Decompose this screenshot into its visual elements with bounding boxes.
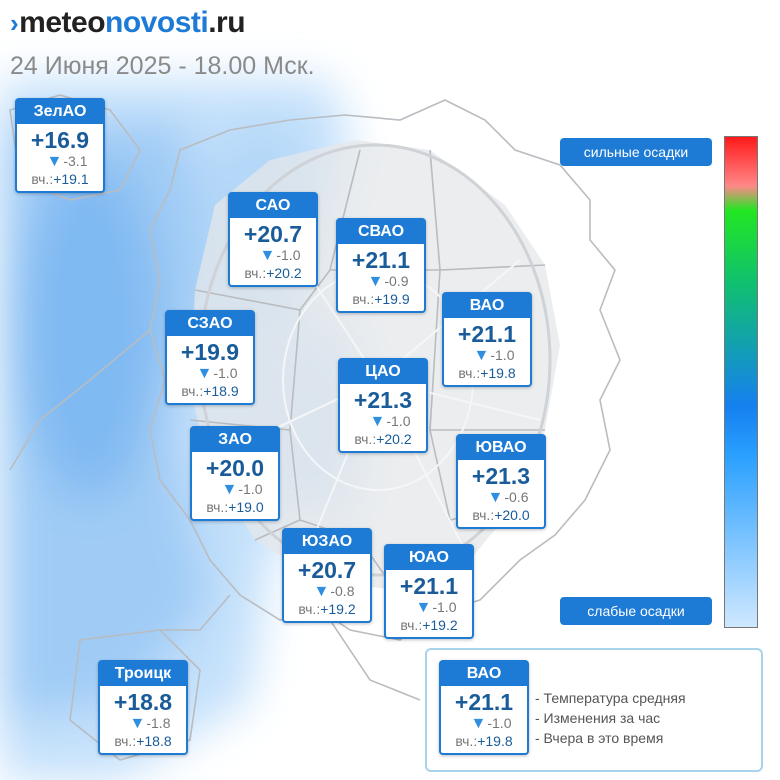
hourly-change: -1.0 xyxy=(432,599,457,615)
district-card-svao[interactable]: СВАО +21.1 ▼-0.9 вч.:+19.9 xyxy=(336,218,426,313)
district-card-yuzao[interactable]: ЮЗАО +20.7 ▼-0.8 вч.:+19.2 xyxy=(282,528,372,623)
district-name: ЗелАО xyxy=(17,100,103,124)
district-temperature: +20.0 xyxy=(205,455,265,481)
site-logo[interactable]: ›meteonovosti.ru xyxy=(10,6,246,40)
district-name: ЦАО xyxy=(340,360,426,384)
yesterday-label: вч.: xyxy=(206,499,229,515)
triangle-down-icon: ▼ xyxy=(415,599,432,616)
yesterday-temperature: +19.2 xyxy=(320,601,356,617)
district-card-zao[interactable]: ЗАО +20.0 ▼-1.0 вч.:+19.0 xyxy=(190,426,280,521)
yesterday-label: вч.: xyxy=(400,617,423,633)
yesterday-label: вч.: xyxy=(472,507,495,523)
district-name: СЗАО xyxy=(167,312,253,336)
district-card-szao[interactable]: СЗАО +19.9 ▼-1.0 вч.:+18.9 xyxy=(165,310,255,405)
triangle-down-icon: ▼ xyxy=(313,583,330,600)
district-temperature: +20.7 xyxy=(297,557,357,583)
logo-mark-icon: › xyxy=(10,8,19,38)
yesterday-temperature: +19.2 xyxy=(422,617,458,633)
district-temperature: +18.8 xyxy=(113,689,173,715)
yesterday-label: вч.: xyxy=(181,383,204,399)
yesterday-temperature: +19.0 xyxy=(228,499,264,515)
legend-sample-name: ВАО xyxy=(441,662,527,686)
district-temperature: +16.9 xyxy=(30,127,90,153)
precipitation-scale-bar xyxy=(724,136,758,628)
yesterday-label: вч.: xyxy=(354,431,377,447)
triangle-down-icon: ▼ xyxy=(487,489,504,506)
district-name: ЮЗАО xyxy=(284,530,370,554)
district-name: Троицк xyxy=(100,662,186,686)
hourly-change: -1.0 xyxy=(276,247,301,263)
legend-sample-change: -1.0 xyxy=(487,715,512,731)
district-card-yuao[interactable]: ЮАО +21.1 ▼-1.0 вч.:+19.2 xyxy=(384,544,474,639)
legend-box: ВАО +21.1 ▼-1.0 вч.:+19.8 - Температура … xyxy=(425,648,763,772)
hourly-change: -1.0 xyxy=(386,413,411,429)
district-card-sao[interactable]: САО +20.7 ▼-1.0 вч.:+20.2 xyxy=(228,192,318,287)
hourly-change: -1.8 xyxy=(146,715,171,731)
triangle-down-icon: ▼ xyxy=(470,715,487,732)
hourly-change: -1.0 xyxy=(213,365,238,381)
yesterday-temperature: +18.8 xyxy=(136,733,172,749)
legend-sample-card: ВАО +21.1 ▼-1.0 вч.:+19.8 xyxy=(439,660,529,755)
triangle-down-icon: ▼ xyxy=(196,365,213,382)
legend-line-hourly-change: - Изменения за час xyxy=(535,710,661,726)
precip-scale-top-label: сильные осадки xyxy=(560,138,712,166)
yesterday-temperature: +19.8 xyxy=(480,365,516,381)
logo-meteo: meteo xyxy=(19,6,106,39)
district-card-troitsk[interactable]: Троицк +18.8 ▼-1.8 вч.:+18.8 xyxy=(98,660,188,755)
logo-domain: .ru xyxy=(208,6,246,39)
district-name: СВАО xyxy=(338,220,424,244)
hourly-change: -1.0 xyxy=(490,347,515,363)
district-temperature: +21.1 xyxy=(399,573,459,599)
yesterday-label: вч.: xyxy=(352,291,375,307)
district-temperature: +21.3 xyxy=(471,463,531,489)
district-temperature: +21.1 xyxy=(351,247,411,273)
hourly-change: -0.9 xyxy=(384,273,409,289)
legend-sample-temperature: +21.1 xyxy=(454,689,514,715)
legend-line-yesterday: - Вчера в это время xyxy=(535,730,664,746)
district-card-yuvao[interactable]: ЮВАО +21.3 ▼-0.6 вч.:+20.0 xyxy=(456,434,546,529)
district-temperature: +20.7 xyxy=(243,221,303,247)
legend-line-average-temp: - Температура средняя xyxy=(535,690,686,706)
yesterday-temperature: +19.1 xyxy=(53,171,89,187)
hourly-change: -1.0 xyxy=(238,481,263,497)
triangle-down-icon: ▼ xyxy=(369,413,386,430)
legend-sample-yesterday: +19.8 xyxy=(477,733,513,749)
district-name: ВАО xyxy=(444,294,530,318)
legend-descriptions: - Температура средняя - Изменения за час… xyxy=(535,688,686,748)
district-name: ЗАО xyxy=(192,428,278,452)
district-name: ЮВАО xyxy=(458,436,544,460)
yesterday-label: вч.: xyxy=(31,171,54,187)
yesterday-temperature: +20.2 xyxy=(266,265,302,281)
district-card-tsao[interactable]: ЦАО +21.3 ▼-1.0 вч.:+20.2 xyxy=(338,358,428,453)
district-name: САО xyxy=(230,194,316,218)
logo-novosti: novosti xyxy=(105,6,209,39)
forecast-date: 24 Июня 2025 - 18.00 Мск. xyxy=(10,52,315,80)
district-temperature: +21.3 xyxy=(353,387,413,413)
district-card-zelao[interactable]: ЗелАО +16.9 ▼-3.1 вч.:+19.1 xyxy=(15,98,105,193)
district-temperature: +19.9 xyxy=(180,339,240,365)
yesterday-label: вч.: xyxy=(244,265,267,281)
triangle-down-icon: ▼ xyxy=(367,273,384,290)
triangle-down-icon: ▼ xyxy=(259,247,276,264)
legend-sample-yesterday-label: вч.: xyxy=(455,733,478,749)
triangle-down-icon: ▼ xyxy=(129,715,146,732)
triangle-down-icon: ▼ xyxy=(221,481,238,498)
yesterday-temperature: +20.0 xyxy=(494,507,530,523)
triangle-down-icon: ▼ xyxy=(473,347,490,364)
yesterday-label: вч.: xyxy=(458,365,481,381)
yesterday-temperature: +19.9 xyxy=(374,291,410,307)
precip-scale-bottom-label: слабые осадки xyxy=(560,597,712,625)
triangle-down-icon: ▼ xyxy=(46,153,63,170)
yesterday-label: вч.: xyxy=(298,601,321,617)
hourly-change: -3.1 xyxy=(63,153,88,169)
yesterday-label: вч.: xyxy=(114,733,137,749)
district-card-vao[interactable]: ВАО +21.1 ▼-1.0 вч.:+19.8 xyxy=(442,292,532,387)
yesterday-temperature: +18.9 xyxy=(203,383,239,399)
hourly-change: -0.6 xyxy=(504,489,529,505)
district-temperature: +21.1 xyxy=(457,321,517,347)
yesterday-temperature: +20.2 xyxy=(376,431,412,447)
district-name: ЮАО xyxy=(386,546,472,570)
hourly-change: -0.8 xyxy=(330,583,355,599)
